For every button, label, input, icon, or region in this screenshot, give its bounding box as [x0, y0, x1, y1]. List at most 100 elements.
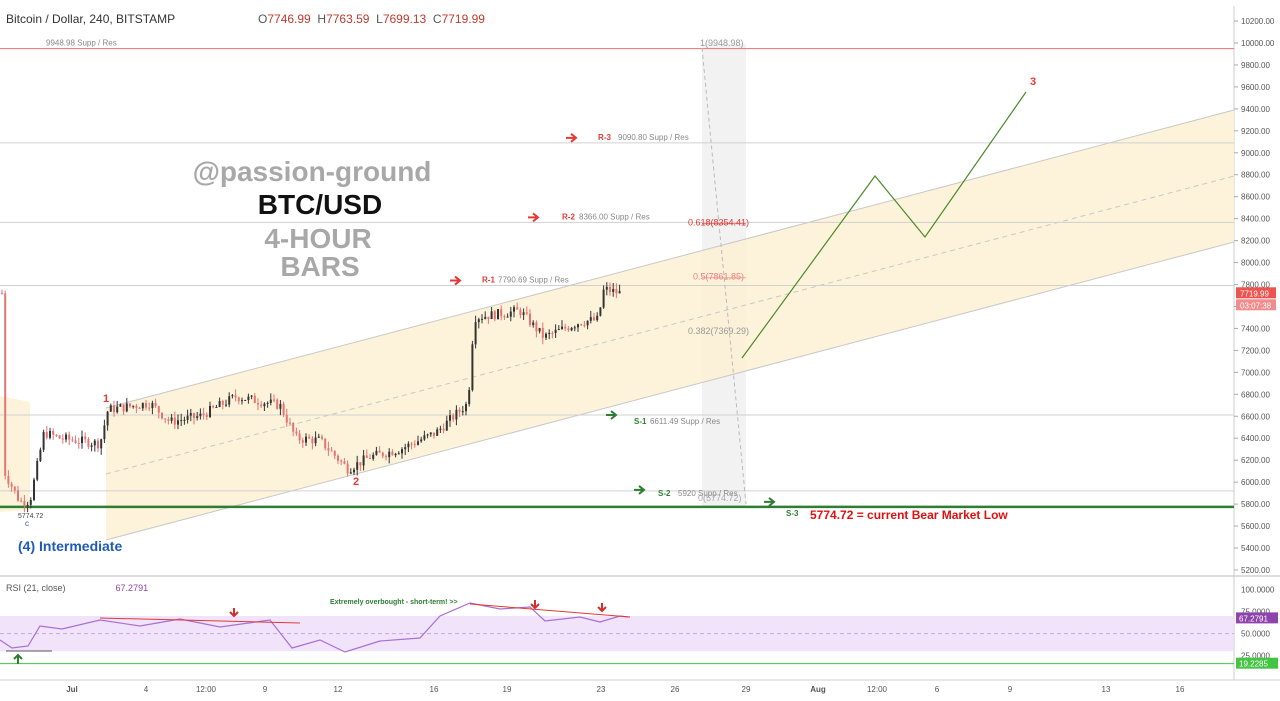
candle-body	[109, 405, 112, 412]
candle-body	[49, 430, 51, 438]
time-tick-label: 13	[1102, 685, 1111, 694]
candle-body	[77, 442, 80, 444]
candle-body	[215, 406, 218, 408]
candle-body	[74, 440, 77, 443]
candle-body	[138, 407, 141, 409]
rsi-low-tag	[1236, 657, 1278, 669]
time-tick-label: 29	[742, 685, 751, 694]
candle-body	[417, 441, 419, 445]
candle-body	[567, 328, 570, 331]
candle-body	[385, 456, 387, 458]
price-tick-label: 8800.00	[1241, 171, 1270, 180]
rsi-line	[0, 602, 629, 653]
high-label: H	[317, 12, 327, 26]
rsi-tick-label: 100.0000	[1241, 586, 1275, 595]
candle-body	[573, 327, 576, 329]
chart-header: Bitcoin / Dollar, 240, BITSTAMP O7746.99…	[0, 0, 1230, 38]
level-arrow-S-2	[634, 485, 646, 495]
candle-body	[189, 413, 192, 416]
rsi-tick-label: 75.0000	[1241, 608, 1270, 617]
time-tick-label: 16	[430, 685, 439, 694]
candle-body	[397, 453, 400, 455]
bear-market-low-note: 5774.72 = current Bear Market Low	[810, 508, 1008, 522]
price-tick-label: 5600.00	[1241, 522, 1270, 531]
fib-diagonal	[701, 47, 747, 505]
candle-body	[337, 455, 339, 461]
candle-body	[333, 451, 336, 456]
price-tick-label: 6000.00	[1241, 478, 1270, 487]
candle-body	[500, 309, 503, 317]
rsi-title[interactable]: RSI (21, close)	[6, 583, 66, 593]
candle-body	[436, 429, 439, 436]
low-value-label: 5774.72	[18, 513, 43, 520]
time-tick-label: 4	[144, 685, 149, 694]
candle-body	[365, 455, 368, 458]
rsi-value: 67.2791	[115, 583, 149, 593]
candle-body	[340, 460, 343, 462]
ohlc-readout: O7746.99 H7763.59 L7699.13 C7719.99	[258, 12, 485, 26]
candle-body	[301, 440, 304, 443]
candle-body	[330, 450, 333, 452]
low-label: L	[376, 12, 383, 26]
price-tick-label: 8200.00	[1241, 237, 1270, 246]
price-tick-label: 8400.00	[1241, 215, 1270, 224]
price-tick-label: 9000.00	[1241, 149, 1270, 158]
candle-body	[285, 414, 288, 423]
price-tick-label: 8000.00	[1241, 259, 1270, 268]
candle-body	[10, 483, 13, 487]
candle-body	[17, 490, 19, 501]
candle-body	[311, 438, 314, 444]
candle-body	[113, 405, 115, 413]
candle-body	[461, 411, 464, 413]
candle-body	[586, 320, 589, 326]
candle-body	[225, 404, 227, 406]
wave-3-label: 3	[1030, 76, 1036, 88]
candle-body	[116, 406, 119, 413]
candle-body	[87, 439, 90, 447]
candle-body	[193, 413, 195, 418]
candle-body	[618, 291, 621, 294]
candle-body	[615, 288, 618, 294]
candle-body	[429, 432, 432, 435]
price-tick-label: 8600.00	[1241, 193, 1270, 202]
candle-body	[289, 422, 291, 424]
rsi-tick-label: 50.0000	[1241, 630, 1270, 639]
candle-body	[545, 333, 547, 338]
candle-body	[167, 419, 170, 421]
wave-c-label: c	[25, 519, 29, 528]
candle-body	[71, 439, 74, 441]
time-tick-label: 23	[597, 685, 606, 694]
candle-body	[317, 436, 320, 438]
candle-body	[465, 404, 467, 412]
candle-body	[257, 402, 259, 405]
level-tag-R-1: R-1	[482, 276, 495, 285]
wave-1-label: 1	[103, 393, 109, 405]
candle-body	[401, 449, 403, 454]
candle-body	[161, 412, 163, 419]
rsi-divergence-line-1	[99, 617, 301, 624]
candle-body	[141, 402, 144, 409]
price-tick-label: 7400.00	[1241, 324, 1270, 333]
candle-body	[583, 324, 586, 326]
rsi-up-arrow	[13, 653, 23, 664]
open-label: O	[258, 12, 268, 26]
candle-body	[20, 500, 23, 502]
symbol-title[interactable]: Bitcoin / Dollar, 240, BITSTAMP	[6, 12, 176, 26]
candle-body	[231, 395, 234, 397]
countdown-tag	[1236, 299, 1276, 311]
candle-body	[308, 436, 311, 439]
candle-body	[493, 311, 496, 320]
watermark-timeframe-2: BARS	[280, 251, 359, 282]
candle-body	[468, 389, 471, 405]
price-tick-label: 9800.00	[1241, 61, 1270, 70]
time-tick-label: 19	[503, 685, 512, 694]
candle-body	[375, 450, 378, 455]
price-tick-label: 10000.00	[1241, 39, 1275, 48]
candle-body	[276, 399, 279, 409]
candle-body	[55, 434, 58, 436]
price-tick-label: 6600.00	[1241, 412, 1270, 421]
candle-body	[218, 400, 221, 407]
candle-body	[221, 400, 224, 405]
candle-body	[477, 319, 480, 323]
candle-body	[247, 396, 250, 401]
